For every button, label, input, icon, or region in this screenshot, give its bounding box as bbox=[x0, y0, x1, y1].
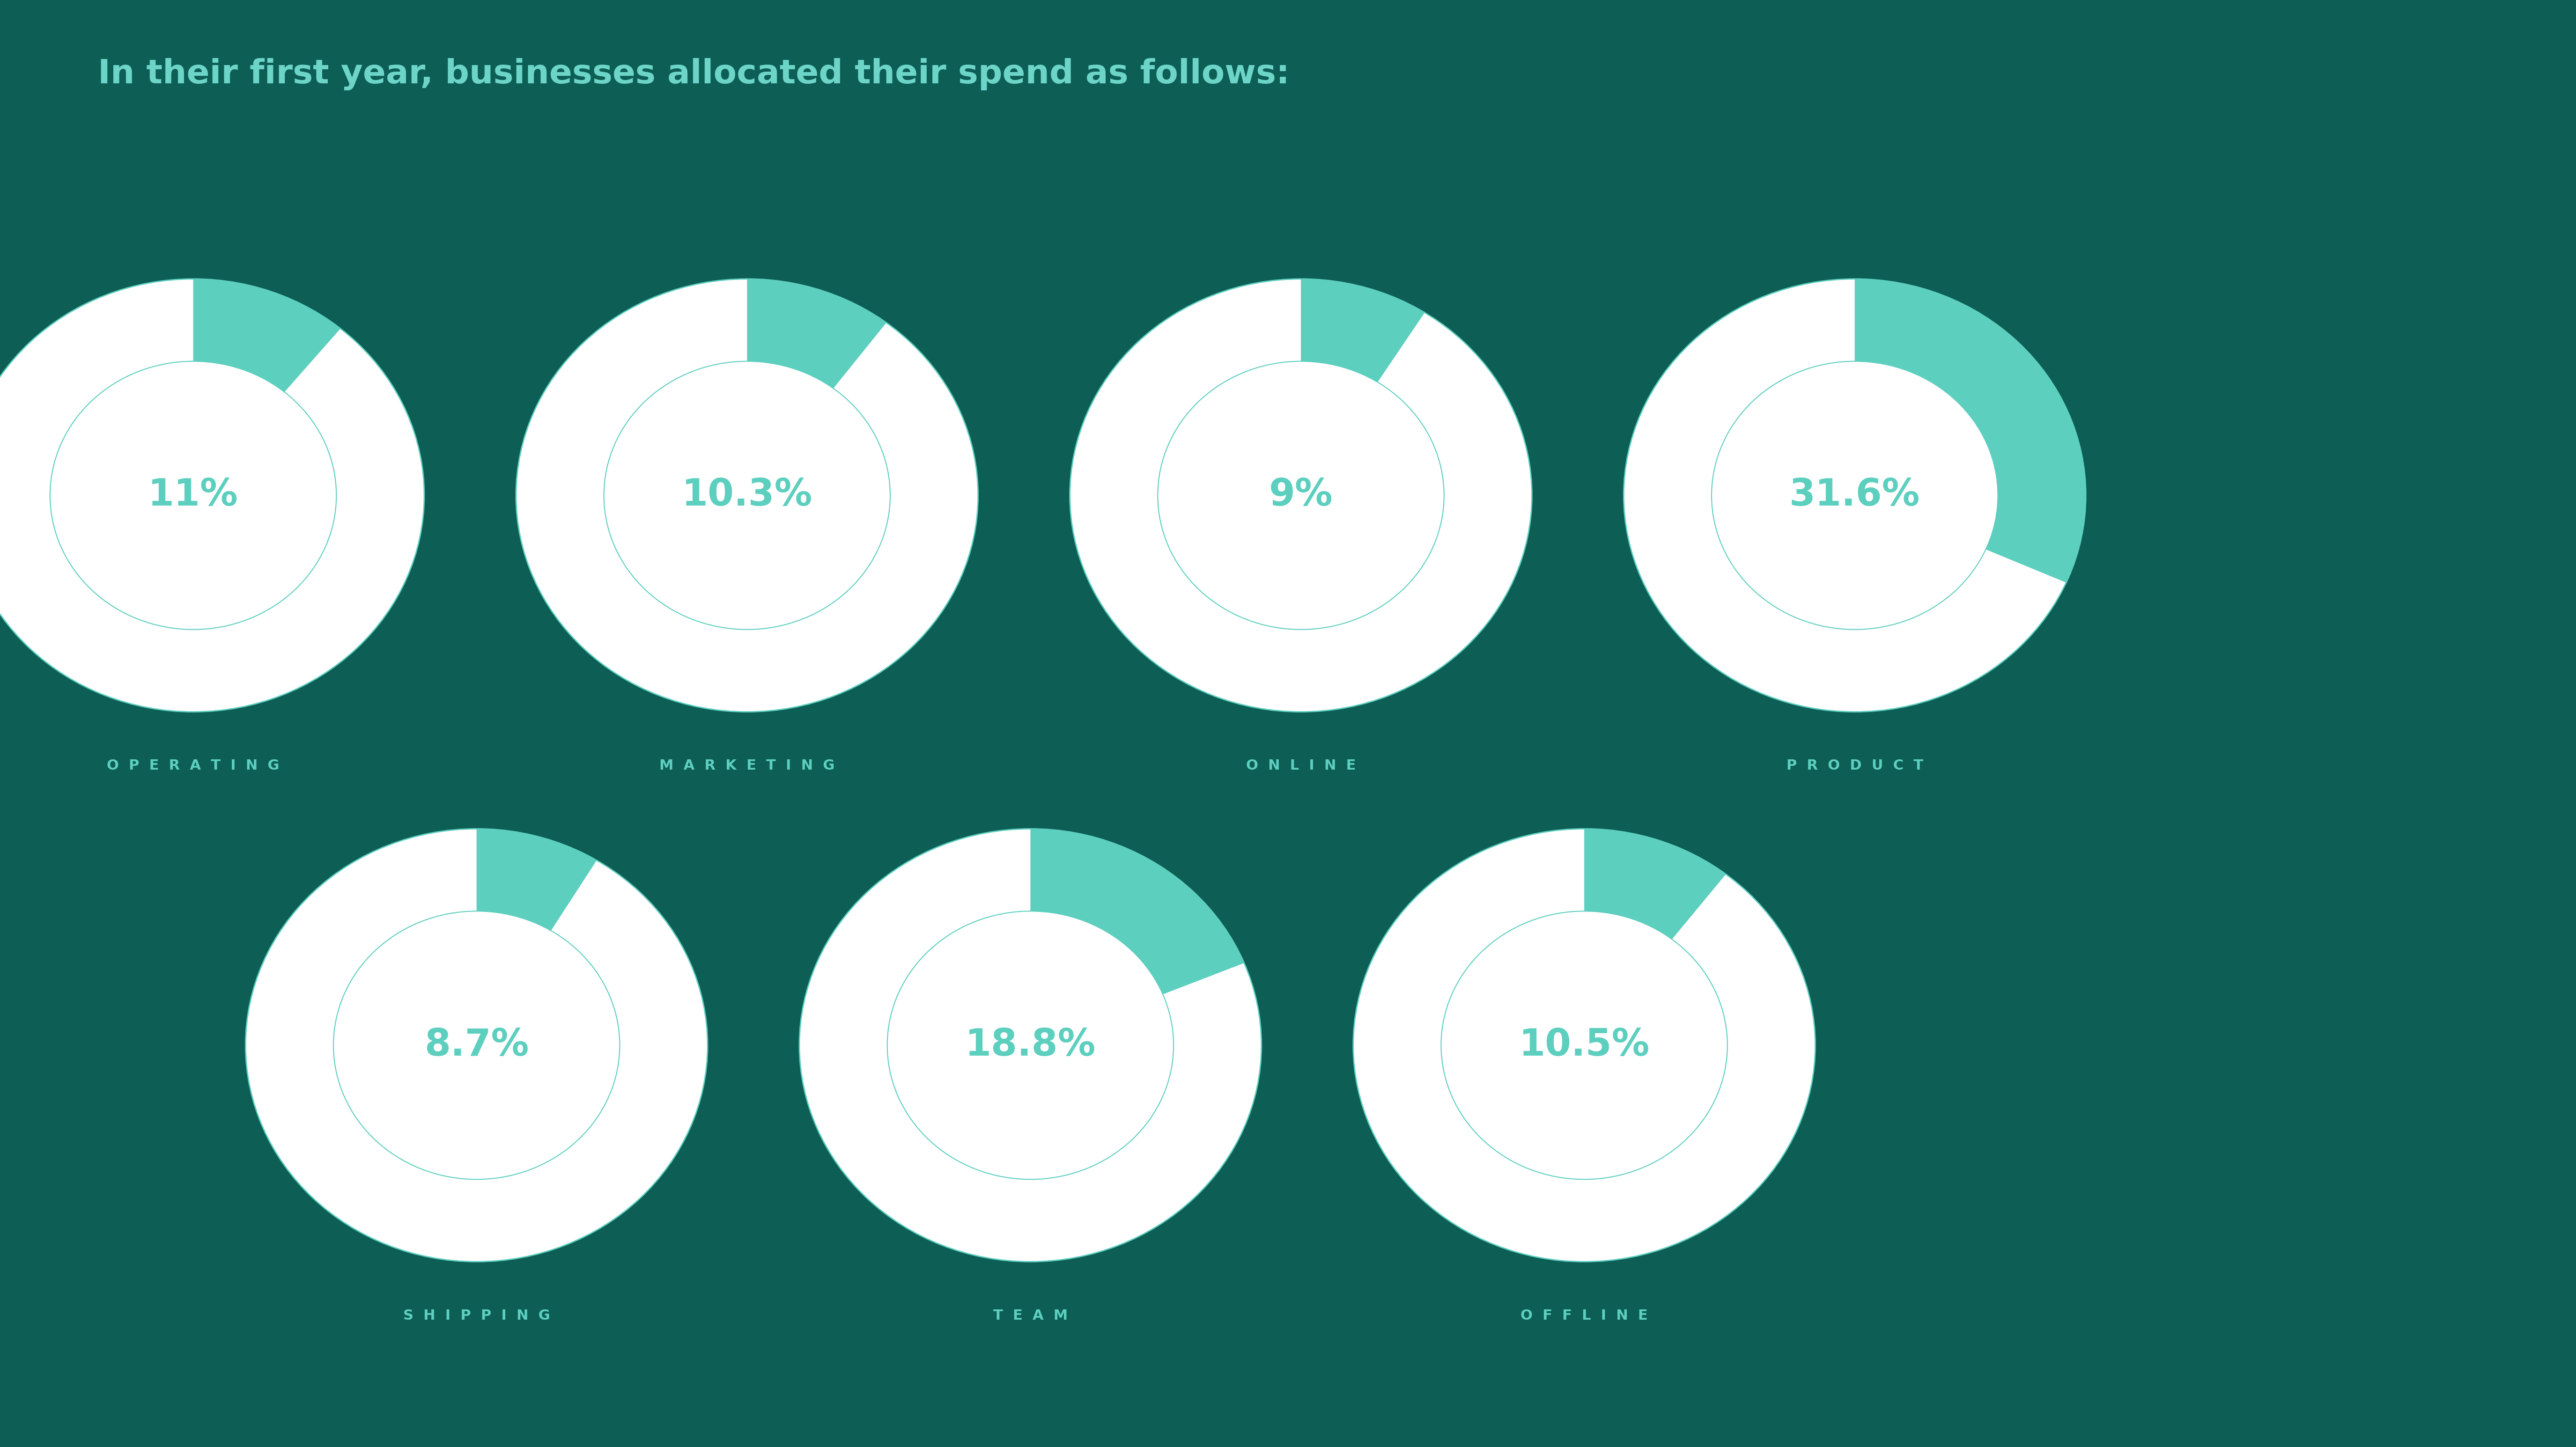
Circle shape bbox=[1440, 912, 1728, 1179]
Wedge shape bbox=[245, 829, 708, 1262]
Text: 9%: 9% bbox=[1270, 478, 1332, 514]
Text: S  H  I  P  P  I  N  G: S H I P P I N G bbox=[402, 1308, 551, 1323]
Circle shape bbox=[332, 912, 621, 1179]
Circle shape bbox=[886, 912, 1175, 1179]
Wedge shape bbox=[1030, 829, 1244, 994]
Text: O  P  E  R  A  T  I  N  G: O P E R A T I N G bbox=[108, 758, 278, 773]
Wedge shape bbox=[515, 279, 979, 712]
Text: 10.3%: 10.3% bbox=[683, 478, 811, 514]
Wedge shape bbox=[1623, 279, 2087, 712]
Circle shape bbox=[49, 362, 337, 629]
Wedge shape bbox=[1352, 829, 1816, 1262]
Wedge shape bbox=[1855, 279, 2087, 583]
Wedge shape bbox=[477, 829, 598, 930]
Text: In their first year, businesses allocated their spend as follows:: In their first year, businesses allocate… bbox=[98, 58, 1291, 90]
Text: O  N  L  I  N  E: O N L I N E bbox=[1247, 758, 1355, 773]
Circle shape bbox=[603, 362, 891, 629]
Text: 31.6%: 31.6% bbox=[1790, 478, 1919, 514]
Text: M  A  R  K  E  T  I  N  G: M A R K E T I N G bbox=[659, 758, 835, 773]
Wedge shape bbox=[1584, 829, 1726, 939]
Wedge shape bbox=[193, 279, 340, 392]
Text: 18.8%: 18.8% bbox=[966, 1027, 1095, 1064]
Wedge shape bbox=[1069, 279, 1533, 712]
Text: O  F  F  L  I  N  E: O F F L I N E bbox=[1520, 1308, 1649, 1323]
Text: 8.7%: 8.7% bbox=[425, 1027, 528, 1064]
Text: 10.5%: 10.5% bbox=[1520, 1027, 1649, 1064]
Text: T  E  A  M: T E A M bbox=[994, 1308, 1066, 1323]
Text: 11%: 11% bbox=[147, 478, 240, 514]
Circle shape bbox=[1157, 362, 1445, 629]
Wedge shape bbox=[799, 829, 1262, 1262]
Text: P  R  O  D  U  C  T: P R O D U C T bbox=[1785, 758, 1924, 773]
Wedge shape bbox=[747, 279, 886, 388]
Wedge shape bbox=[0, 279, 425, 712]
Wedge shape bbox=[1301, 279, 1425, 382]
Circle shape bbox=[1710, 362, 1999, 629]
